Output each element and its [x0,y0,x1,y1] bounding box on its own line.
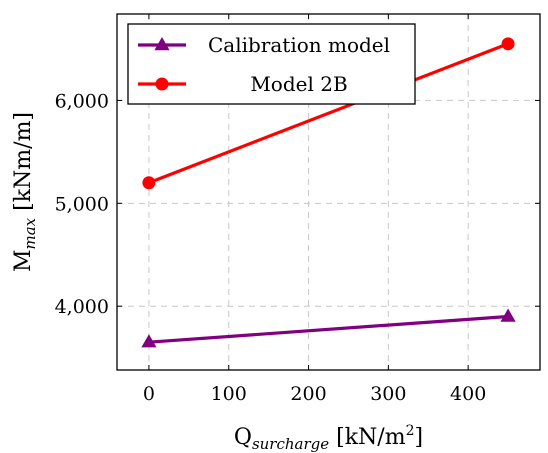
x-axis-label-sup: 2 [406,423,415,439]
plot-frame [116,13,541,371]
x-tick-label: 200 [290,383,326,405]
legend-label: Model 2B [250,72,347,96]
legend-swatch-marker [154,37,170,51]
data-point [500,308,516,322]
y-axis-label-base: M [11,249,36,272]
y-axis-label-unit: [kNm/m] [11,112,36,218]
data-point [142,176,156,190]
series-line [148,314,509,344]
ticks [117,14,540,370]
y-tick-label: 4,000 [55,296,109,318]
legend-label: Calibration model [208,33,390,57]
x-tick-label: 300 [370,383,406,405]
x-axis-label-unit-prefix: [kN/m [329,425,406,450]
x-axis-label-base: Q [234,425,252,450]
x-axis-label: Qsurcharge [kN/m2] [234,423,423,453]
data-point [141,334,157,348]
series-line [148,42,509,185]
y-axis-label: Mmax [kNm/m] [11,112,39,272]
legend: Calibration model Model 2B [127,23,416,105]
x-axis-label-unit-suffix: ] [415,425,424,450]
x-tick-label: 100 [211,383,247,405]
y-axis-label-sub: max [21,217,39,249]
series-layer [141,37,516,348]
x-tick-label: 400 [450,383,486,405]
legend-box [127,23,416,105]
x-axis-label-sub: surcharge [252,435,329,453]
x-tick-label: 0 [143,383,155,405]
series-1 [142,37,515,190]
y-tick-label: 6,000 [55,90,109,112]
tick-labels: 0 100 200 300 400 4,000 5,000 6,000 [55,90,487,405]
legend-swatch-marker [155,77,169,91]
y-tick-label: 5,000 [55,193,109,215]
data-point [501,37,515,51]
series-0 [141,308,516,348]
